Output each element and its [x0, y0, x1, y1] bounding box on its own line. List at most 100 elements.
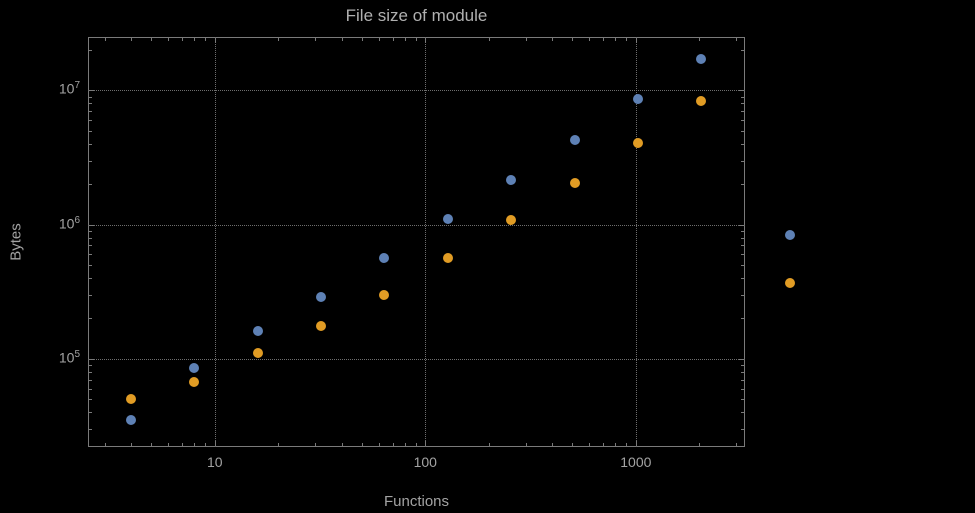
x-tick-top	[552, 38, 554, 41]
x-tick-top	[194, 38, 196, 41]
y-tick-right	[739, 358, 744, 360]
x-tick	[635, 441, 637, 446]
y-tick	[89, 318, 92, 320]
x-tick	[361, 443, 363, 446]
x-tick-top	[130, 38, 132, 41]
x-gridline	[425, 37, 427, 447]
y-tick-right	[741, 371, 744, 373]
data-point-series-2	[569, 177, 580, 188]
data-point-series-2	[442, 253, 453, 264]
y-tick	[89, 160, 92, 162]
x-tick	[615, 443, 617, 446]
y-tick	[89, 254, 92, 256]
x-tick	[415, 443, 417, 446]
y-tick	[89, 50, 92, 51]
y-gridline	[88, 224, 745, 226]
x-tick-top	[626, 38, 628, 41]
y-tick	[89, 230, 92, 232]
x-tick-top	[572, 38, 574, 41]
y-tick-right	[741, 412, 744, 414]
x-tick-top	[361, 38, 363, 41]
y-tick	[89, 90, 94, 92]
x-tick	[699, 443, 701, 446]
x-tick	[104, 443, 106, 446]
y-gridline	[88, 90, 745, 92]
x-tick	[525, 443, 527, 446]
x-tick-top	[699, 38, 701, 41]
x-tick-top	[635, 38, 637, 43]
y-tick	[89, 371, 92, 373]
x-tick-top	[392, 38, 394, 41]
y-tick	[89, 364, 92, 366]
y-tick-right	[741, 237, 744, 239]
x-tick	[404, 443, 406, 446]
y-tick	[89, 388, 92, 390]
x-tick-top	[488, 38, 490, 41]
y-tick	[89, 143, 92, 145]
x-tick-label: 100	[413, 454, 437, 470]
y-tick	[89, 130, 92, 132]
x-tick-top	[615, 38, 617, 41]
y-gridline	[88, 358, 745, 360]
y-tick-right	[741, 111, 744, 113]
x-tick-top	[415, 38, 417, 41]
x-tick-top	[168, 38, 170, 41]
x-tick	[488, 443, 490, 446]
x-tick	[552, 443, 554, 446]
y-tick-right	[741, 379, 744, 381]
data-point-series-1	[569, 134, 580, 145]
y-tick-right	[741, 50, 744, 51]
data-point-series-1	[442, 214, 453, 225]
y-tick-right	[741, 96, 744, 98]
data-point-series-2	[189, 377, 200, 388]
y-tick-right	[741, 294, 744, 296]
plot-area	[88, 37, 745, 447]
x-tick-top	[214, 38, 216, 43]
x-tick	[315, 443, 317, 446]
y-tick-right	[741, 277, 744, 279]
x-tick-top	[589, 38, 591, 41]
data-point-series-2	[125, 394, 136, 405]
y-tick-right	[741, 184, 744, 186]
x-tick-top	[182, 38, 184, 41]
x-tick	[736, 443, 738, 446]
x-tick-top	[205, 38, 207, 41]
x-tick-top	[278, 38, 280, 41]
x-tick	[130, 443, 132, 446]
x-tick-top	[378, 38, 380, 41]
y-tick-right	[741, 364, 744, 366]
x-tick-top	[736, 38, 738, 41]
x-tick-label: 1000	[620, 454, 652, 470]
x-tick	[589, 443, 591, 446]
x-tick-top	[151, 38, 153, 41]
x-tick	[182, 443, 184, 446]
y-tick-right	[741, 120, 744, 122]
y-tick	[89, 184, 92, 186]
x-tick-top	[404, 38, 406, 41]
data-point-series-2	[379, 289, 390, 300]
x-tick	[151, 443, 153, 446]
y-tick-label: 105	[58, 348, 80, 366]
data-point-series-1	[379, 253, 390, 264]
x-gridline	[635, 37, 637, 447]
y-tick-right	[741, 143, 744, 145]
y-tick-right	[739, 224, 744, 226]
y-tick-right	[741, 318, 744, 320]
y-tick-right	[741, 160, 744, 162]
y-tick	[89, 111, 92, 113]
x-tick-top	[603, 38, 605, 41]
y-tick	[89, 428, 92, 430]
y-tick	[89, 237, 92, 239]
x-tick	[425, 441, 427, 446]
x-tick	[214, 441, 216, 446]
y-tick-right	[741, 130, 744, 132]
x-tick-label: 10	[206, 454, 223, 470]
y-tick-right	[741, 264, 744, 266]
y-tick	[89, 224, 94, 226]
x-tick	[278, 443, 280, 446]
chart-title: File size of module	[345, 6, 488, 25]
y-tick	[89, 379, 92, 381]
y-tick-right	[739, 90, 744, 92]
y-tick-right	[741, 254, 744, 256]
